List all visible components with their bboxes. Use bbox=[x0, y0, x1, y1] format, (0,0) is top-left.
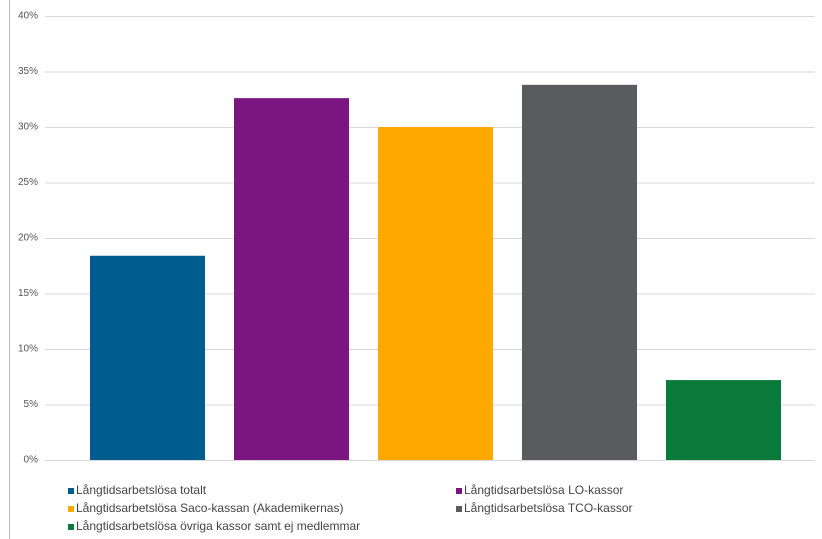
bar bbox=[666, 380, 781, 460]
y-tick-label: 25% bbox=[18, 177, 38, 188]
y-tick-label: 0% bbox=[24, 455, 39, 466]
legend-label: Långtidsarbetslösa totalt bbox=[76, 483, 207, 497]
bar bbox=[234, 98, 349, 460]
y-tick-label: 10% bbox=[18, 344, 38, 355]
legend-label: Långtidsarbetslösa TCO-kassor bbox=[464, 501, 633, 515]
legend-swatch bbox=[68, 524, 74, 530]
legend-swatch bbox=[68, 488, 74, 494]
y-tick-label: 35% bbox=[18, 66, 38, 77]
legend-swatch bbox=[456, 506, 462, 512]
legend-label: Långtidsarbetslösa övriga kassor samt ej… bbox=[76, 519, 360, 533]
y-tick-label: 20% bbox=[18, 233, 38, 244]
legend-label: Långtidsarbetslösa Saco-kassan (Akademik… bbox=[76, 501, 343, 515]
legend-swatch bbox=[68, 506, 74, 512]
y-tick-label: 30% bbox=[18, 122, 38, 133]
y-tick-label: 40% bbox=[18, 11, 38, 22]
y-tick-label: 15% bbox=[18, 288, 38, 299]
legend-swatch bbox=[456, 488, 462, 494]
legend-label: Långtidsarbetslösa LO-kassor bbox=[464, 483, 623, 497]
y-tick-label: 5% bbox=[24, 399, 39, 410]
bar bbox=[90, 255, 205, 460]
bar bbox=[378, 127, 493, 460]
bar bbox=[522, 84, 637, 460]
